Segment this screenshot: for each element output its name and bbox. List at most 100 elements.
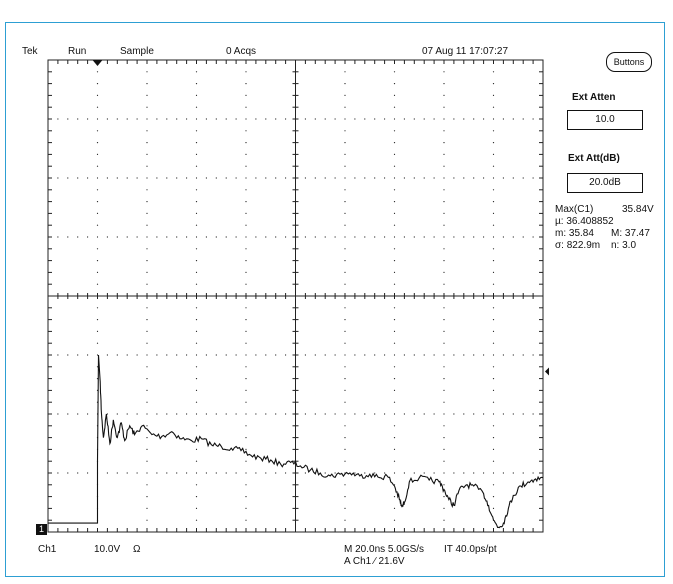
grid-dot <box>116 354 118 356</box>
grid-dot <box>393 413 396 415</box>
ch1-ground-marker[interactable]: 1 <box>36 524 47 535</box>
grid-dot <box>393 496 396 498</box>
grid-dot <box>492 283 495 285</box>
grid-dot <box>443 496 445 498</box>
grid-dot <box>393 401 396 403</box>
grid-dot <box>156 118 158 120</box>
grid-dot <box>492 401 495 403</box>
grid-dot <box>67 354 69 356</box>
grid-dot <box>492 212 495 214</box>
grid-dot <box>205 177 207 179</box>
grid-dot <box>255 236 257 238</box>
grid-dot <box>195 460 198 462</box>
grid-dot <box>186 236 188 238</box>
grid-dot <box>393 437 396 439</box>
grid-dot <box>57 413 59 415</box>
grid-dot <box>195 354 198 356</box>
grid-dot <box>126 413 128 415</box>
grid-dot <box>245 142 247 144</box>
ch1-scale[interactable]: 10.0V <box>94 544 121 555</box>
grid-dot <box>87 236 89 238</box>
grid-dot <box>195 307 198 309</box>
grid-dot <box>225 354 227 356</box>
grid-dot <box>195 224 198 226</box>
grid-dot <box>443 401 445 403</box>
grid-dot <box>403 118 405 120</box>
timebase-readout[interactable]: M 20.0ns 5.0GS/s <box>344 544 425 555</box>
grid-dot <box>235 413 237 415</box>
grid-dot <box>443 83 445 85</box>
grid-dot <box>146 484 148 486</box>
acq-mode[interactable]: Sample <box>120 46 154 57</box>
measure-title: Max(C1) <box>555 204 594 215</box>
ext-att-db-field[interactable]: 20.0dB <box>567 173 643 193</box>
grid-dot <box>334 472 336 474</box>
grid-dot <box>492 189 495 191</box>
trigger-position-marker <box>92 60 103 66</box>
grid-dot <box>492 94 495 96</box>
grid-dot <box>522 118 524 120</box>
grid-dot <box>245 307 247 309</box>
grid-dot <box>413 118 415 120</box>
grid-dot <box>275 472 277 474</box>
grid-dot <box>96 354 99 356</box>
trigger-readout[interactable]: A Ch1 ∕ 21.6V <box>344 556 405 567</box>
ch1-label[interactable]: Ch1 <box>38 544 57 555</box>
grid-dot <box>393 342 396 344</box>
grid-dot <box>67 472 69 474</box>
grid-dot <box>67 177 69 179</box>
grid-dot <box>195 189 198 191</box>
grid-dot <box>176 413 178 415</box>
grid-dot <box>443 354 445 356</box>
grid-dot <box>235 118 237 120</box>
grid-dot <box>77 354 79 356</box>
grid-dot <box>146 378 148 380</box>
grid-dot <box>443 437 445 439</box>
grid-dot <box>492 389 495 391</box>
grid-dot <box>492 271 495 273</box>
grid-dot <box>344 484 346 486</box>
grid-dot <box>443 130 445 132</box>
grid-dot <box>156 177 158 179</box>
grid-dot <box>146 319 148 321</box>
grid-dot <box>87 118 89 120</box>
grid-dot <box>403 236 405 238</box>
grid-dot <box>96 212 99 214</box>
grid-dot <box>245 472 247 474</box>
buttons-button[interactable]: Buttons <box>606 52 652 72</box>
grid-dot <box>344 201 346 203</box>
grid-dot <box>324 236 326 238</box>
grid-dot <box>225 413 227 415</box>
grid-dot <box>275 236 277 238</box>
grid-dot <box>393 248 396 250</box>
grid-dot <box>116 177 118 179</box>
grid-dot <box>443 484 445 486</box>
grid-dot <box>393 283 396 285</box>
grid-dot <box>176 472 178 474</box>
grid-dot <box>492 201 495 203</box>
grid-dot <box>96 271 99 273</box>
grid-dot <box>96 366 99 368</box>
grid-dot <box>393 460 396 462</box>
grid-dot <box>473 177 475 179</box>
grid-dot <box>126 177 128 179</box>
grid-dot <box>77 177 79 179</box>
grid-dot <box>324 354 326 356</box>
grid-dot <box>443 94 445 96</box>
grid-dot <box>245 201 247 203</box>
grid-dot <box>492 142 495 144</box>
grid-dot <box>492 507 495 509</box>
grid-dot <box>344 142 346 144</box>
grid-dot <box>393 83 396 85</box>
ext-atten-field[interactable]: 10.0 <box>567 110 643 130</box>
grid-dot <box>492 248 495 250</box>
grid-dot <box>245 330 247 332</box>
grid-dot <box>492 448 495 450</box>
grid-dot <box>443 189 445 191</box>
grid-dot <box>512 177 514 179</box>
grid-dot <box>532 472 534 474</box>
grid-dot <box>354 236 356 238</box>
grid-dot <box>443 366 445 368</box>
run-state[interactable]: Run <box>68 46 87 57</box>
grid-dot <box>195 472 198 474</box>
